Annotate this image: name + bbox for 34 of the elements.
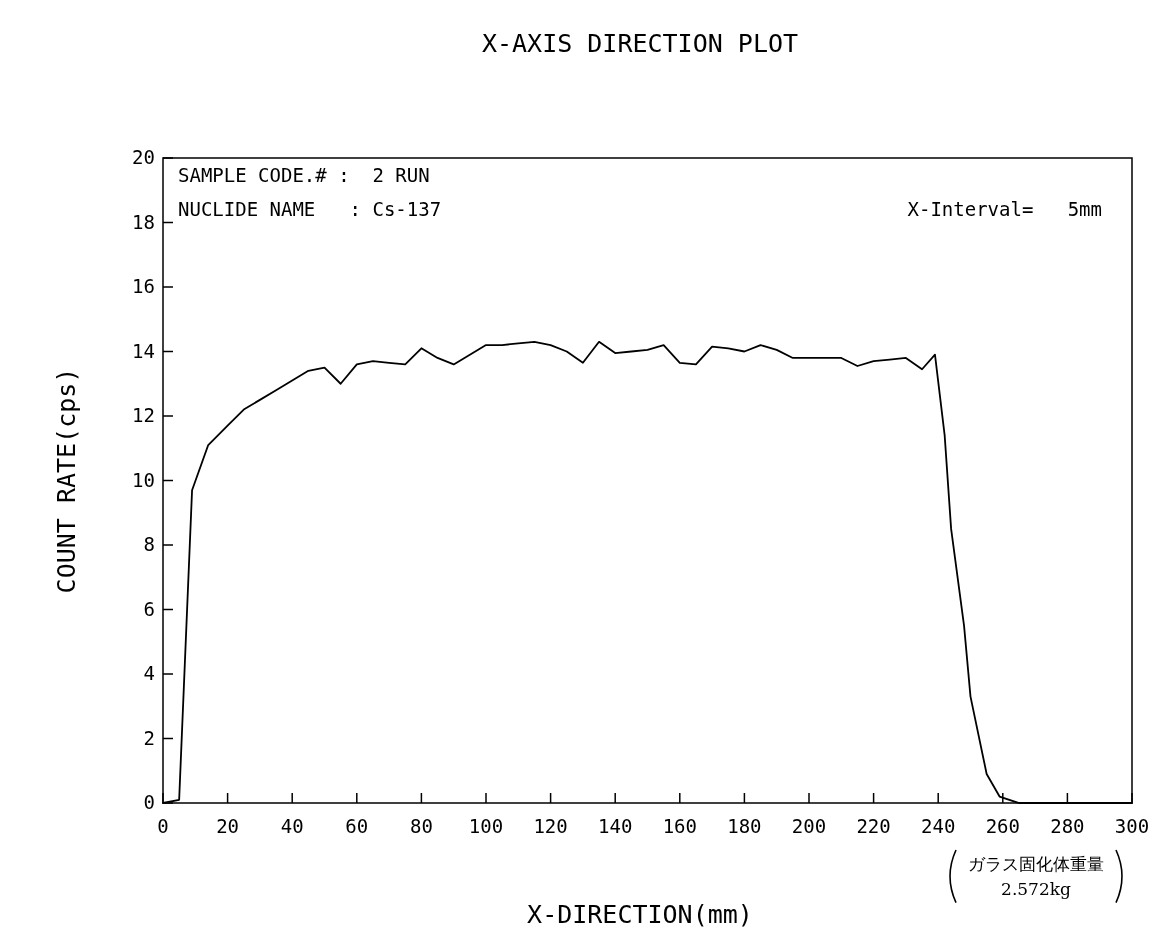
y-tick-label: 0 [143, 791, 155, 813]
y-tick-label: 6 [143, 597, 155, 620]
y-tick-label: 14 [132, 339, 155, 362]
x-tick-label: 0 [157, 815, 169, 837]
x-tick-label: 120 [533, 815, 568, 837]
y-tick-label: 12 [132, 404, 155, 426]
x-tick-label: 40 [280, 815, 304, 837]
text: ガラス固化体重量 2.572kg [968, 854, 1104, 899]
x-tick-label: 100 [468, 815, 504, 837]
x-tick-label: 260 [985, 815, 1020, 837]
x-tick-label: 180 [727, 815, 762, 837]
x-tick-label: 80 [409, 815, 433, 837]
x-tick-label: 140 [598, 815, 633, 837]
y-tick-label: 8 [143, 533, 155, 555]
y-tick-label: 2 [143, 726, 155, 749]
y-tick-label: 16 [132, 275, 155, 297]
y-tick-label: 18 [132, 210, 155, 233]
y-tick-label: 10 [132, 468, 155, 491]
x-tick-label: 60 [345, 815, 369, 837]
x-tick-label: 200 [791, 815, 827, 837]
x-tick-label: 280 [1050, 815, 1085, 837]
chart-title: X-AXIS DIRECTION PLOT [481, 29, 799, 58]
x-axis-title: X-DIRECTION(mm) [527, 900, 753, 929]
annotation: NUCLIDE NAME : Cs-137 [178, 198, 442, 220]
annotation: SAMPLE CODE.# : 2 RUN [178, 164, 430, 186]
x-tick-label: 240 [921, 815, 956, 837]
y-tick-label: 4 [143, 662, 155, 684]
x-tick-label: 300 [1114, 815, 1150, 837]
x-tick-label: 160 [662, 815, 697, 837]
annotation: X-Interval= 5mm [907, 198, 1102, 220]
y-axis-title: COUNT RATE(cps) [52, 367, 81, 594]
y-tick-label: 20 [132, 146, 155, 168]
x-tick-label: 220 [856, 815, 891, 837]
x-tick-label: 20 [216, 815, 240, 837]
